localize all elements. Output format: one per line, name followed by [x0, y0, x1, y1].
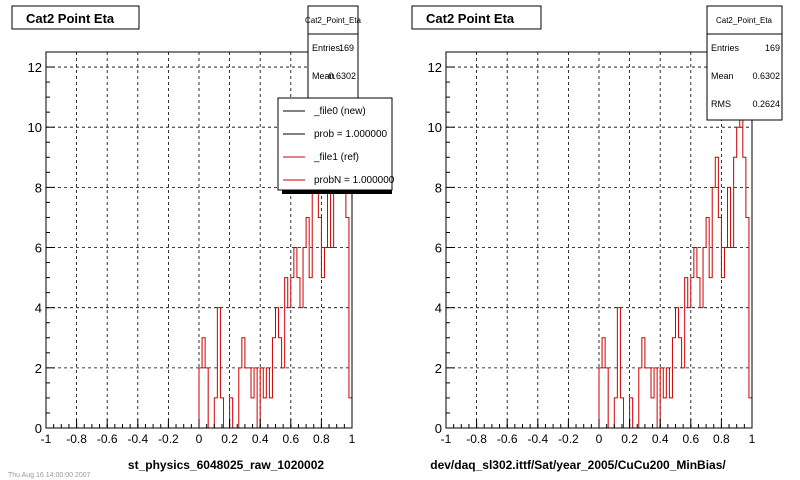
y-tick-label: 8 [435, 180, 442, 195]
left-stats-entries-label: Entries [312, 43, 341, 53]
right-stats-rms-label: RMS [711, 99, 731, 109]
y-tick-label: 8 [35, 180, 42, 195]
right-title-box [411, 5, 542, 30]
y-tick-label: 10 [28, 120, 42, 135]
right-stats-rms-value: 0.2624 [752, 99, 780, 109]
x-tick-label: -0.4 [127, 432, 148, 446]
legend-label-file1: _file1 (ref) [313, 152, 359, 163]
x-tick-label: 0.4 [252, 432, 269, 446]
left-stats-entries-value: 169 [339, 43, 354, 53]
left-x-axis-label: st_physics_6048025_raw_1020002 [128, 458, 324, 472]
y-tick-label: 0 [35, 421, 42, 436]
right-stats-mean-value: 0.6302 [752, 71, 780, 81]
y-tick-label: 4 [35, 301, 42, 316]
legend-label-file0: _file0 (new) [313, 106, 366, 117]
x-tick-label: 0.6 [682, 432, 699, 446]
x-tick-label: 1 [749, 432, 756, 446]
right-stats-title: Cat2_Point_Eta [716, 16, 773, 25]
y-tick-label: 12 [428, 60, 442, 75]
left-stats-mean-label: Mean [312, 71, 335, 81]
y-tick-label: 6 [35, 241, 42, 256]
x-tick-label: 0.4 [652, 432, 669, 446]
x-tick-label: -0.8 [66, 432, 87, 446]
x-tick-label: -0.2 [158, 432, 179, 446]
x-tick-label: 0 [196, 432, 203, 446]
right-histogram-panel: -1 -0.8 -0.6 -0.4 -0.2 0 0.2 0.4 0.6 0.8 102468101… [411, 5, 783, 472]
x-tick-label: -0.4 [527, 432, 548, 446]
y-tick-label: 4 [435, 301, 442, 316]
y-tick-label: 0 [435, 421, 442, 436]
y-tick-label: 2 [35, 361, 42, 376]
y-tick-label: 10 [428, 120, 442, 135]
y-tick-label: 12 [28, 60, 42, 75]
y-tick-label: 2 [435, 361, 442, 376]
left-title-box [11, 5, 140, 30]
legend-label-probN: probN = 1.000000 [314, 175, 395, 186]
right-axis-ticks [445, 66, 753, 429]
left-axis-ticks [45, 66, 353, 429]
left-stats-title: Cat2_Point_Eta [305, 16, 362, 25]
x-tick-label: -0.2 [558, 432, 579, 446]
x-tick-label: 0.8 [313, 432, 330, 446]
x-tick-label: 0.6 [282, 432, 299, 446]
right-tick-labels: -1 -0.8 -0.6 -0.4 -0.2 0 0.2 0.4 0.6 0.8 102468101… [428, 60, 756, 446]
left-title: Cat2 Point Eta [26, 11, 115, 26]
x-tick-label: 0.2 [621, 432, 638, 446]
right-title: Cat2 Point Eta [426, 11, 515, 26]
x-tick-label: 0 [596, 432, 603, 446]
x-tick-label: -0.8 [466, 432, 487, 446]
right-stats-box-frame [706, 5, 783, 121]
footer-timestamp: Thu Aug 16 14:00:00 2007 [8, 472, 91, 479]
left-legend: _file0 (new) prob = 1.000000 _file1 (ref… [277, 97, 395, 194]
right-stats-entries-value: 169 [765, 43, 780, 53]
x-tick-label: -0.6 [497, 432, 518, 446]
left-tick-labels: -1 -0.8 -0.6 -0.4 -0.2 0 0.2 0.4 0.6 0.8 102468101… [28, 60, 356, 446]
x-tick-label: -0.6 [97, 432, 118, 446]
x-tick-label: 0.8 [713, 432, 730, 446]
x-tick-label: 1 [349, 432, 356, 446]
x-tick-label: 0.2 [221, 432, 238, 446]
legend-frame [277, 97, 393, 191]
left-histogram-panel: -1 -0.8 -0.6 -0.4 -0.2 0 0.2 0.4 0.6 0.8 102468101… [11, 5, 395, 472]
right-stats-box: Cat2_Point_Eta Entries 169 Mean 0.6302 R… [706, 5, 783, 121]
right-stats-entries-label: Entries [711, 43, 740, 53]
x-tick-label: -1 [41, 432, 52, 446]
left-stats-mean-value: 0.6302 [328, 71, 356, 81]
y-tick-label: 6 [435, 241, 442, 256]
x-tick-label: -1 [441, 432, 452, 446]
right-stats-mean-label: Mean [711, 71, 734, 81]
legend-label-prob: prob = 1.000000 [314, 129, 388, 140]
right-x-axis-label: dev/daq_sl302.ittf/Sat/year_2005/CuCu200… [430, 458, 726, 472]
